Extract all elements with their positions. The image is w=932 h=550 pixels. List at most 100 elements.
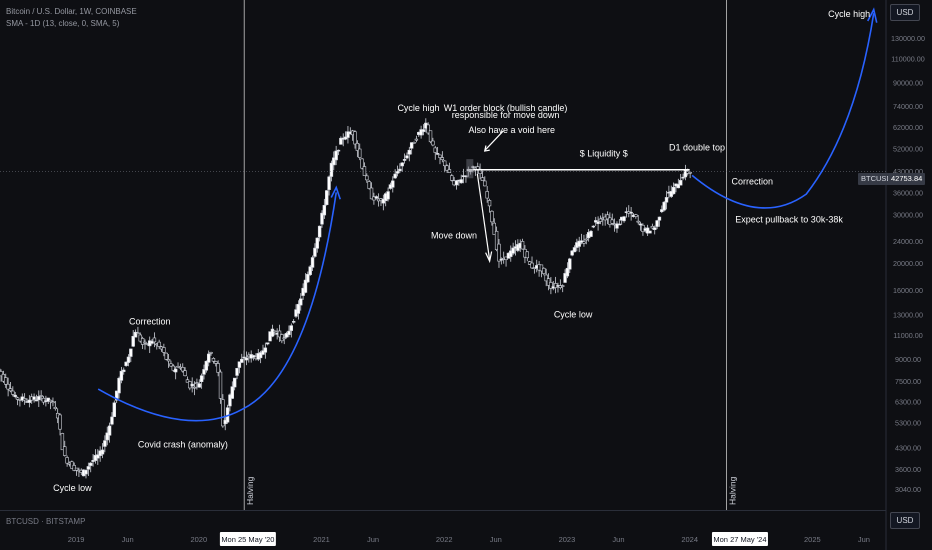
- price-tick-label: 5300.00: [895, 418, 921, 427]
- candle-body: [374, 196, 378, 199]
- candle-body: [58, 414, 62, 430]
- candle-body: [258, 352, 263, 359]
- candle-body: [34, 399, 39, 402]
- candle-body: [214, 361, 218, 364]
- price-tick-label: 130000.00: [891, 34, 925, 43]
- candle-body: [428, 130, 433, 143]
- halving-markers: Halving Halving: [243, 0, 737, 510]
- candle-body: [133, 331, 138, 338]
- candle-body: [362, 166, 367, 176]
- candle-body: [381, 198, 386, 204]
- candle-body: [468, 170, 473, 173]
- candle-body: [431, 140, 435, 146]
- candle-body: [369, 187, 374, 200]
- candle-body: [100, 449, 105, 455]
- candle-body: [122, 369, 126, 372]
- candle-body: [235, 367, 239, 376]
- candle-body: [4, 377, 8, 385]
- candle-body: [688, 171, 692, 174]
- time-axis[interactable]: 2019 Jun 2020 Mon 25 May '20 2021 Jun 2022 Jun 2…: [68, 532, 870, 546]
- annotations: Cycle low Correction Covid crash (anomaly)…: [0, 7, 886, 493]
- price-tick-label: 11000.00: [893, 331, 922, 340]
- candle-body: [402, 159, 407, 161]
- price-tick-label: 4300.00: [895, 444, 921, 453]
- move-down-arrow: [476, 173, 491, 261]
- candle-body: [395, 170, 400, 174]
- time-tick-label: 2023: [559, 535, 576, 544]
- candle-body: [596, 221, 600, 224]
- candle-body: [346, 131, 350, 138]
- candle-body: [74, 467, 79, 471]
- candle-body: [289, 325, 294, 331]
- annotation-label: Correction: [731, 176, 773, 186]
- candle-body: [89, 462, 93, 466]
- candle-body: [41, 397, 46, 403]
- candle-body: [112, 402, 117, 417]
- candle-body: [398, 168, 402, 172]
- candle-body: [202, 369, 206, 375]
- time-highlight-box: [711, 532, 768, 546]
- currency-button-bottom[interactable]: USD: [890, 512, 920, 529]
- annotation-label: responsible for move down: [452, 110, 560, 120]
- candle-body: [485, 191, 489, 199]
- candle-body: [284, 333, 289, 338]
- candle-body: [199, 375, 204, 383]
- candle-body: [497, 243, 501, 262]
- annotation-label: Covid crash (anomaly): [138, 440, 228, 450]
- candle-body: [464, 175, 468, 178]
- candle-body: [273, 330, 277, 333]
- candle-body: [549, 282, 553, 289]
- candle-body: [454, 180, 459, 186]
- time-tick-label: 2025: [804, 535, 821, 544]
- candle-body: [287, 330, 291, 335]
- candle-body: [676, 183, 681, 189]
- price-axis[interactable]: 130000.00 110000.00 90000.00 74000.00 62000.…: [891, 34, 925, 494]
- candle-body: [162, 347, 166, 353]
- candle-body: [299, 298, 303, 306]
- candle-body: [266, 342, 270, 345]
- candle-body: [37, 396, 41, 401]
- currency-button[interactable]: USD: [890, 4, 920, 21]
- candle-body: [442, 160, 447, 167]
- candle-body: [317, 225, 322, 238]
- annotation-label: Correction: [129, 316, 171, 326]
- candle-body: [242, 356, 246, 359]
- candle-body: [563, 273, 567, 283]
- candle-body: [438, 154, 442, 158]
- candle-body: [91, 460, 95, 462]
- candle-body: [570, 250, 574, 256]
- candle-body: [228, 394, 232, 407]
- candle-body: [539, 264, 544, 272]
- candle-body: [221, 399, 225, 427]
- candle-body: [372, 196, 376, 201]
- candle-body: [589, 230, 593, 237]
- candle-body: [605, 214, 610, 220]
- candle-body: [251, 355, 256, 358]
- time-tick-label: Jun: [612, 535, 624, 544]
- time-tick-label: Mon 27 May '24: [713, 535, 766, 544]
- last-price-badge: 42753.84: [888, 173, 926, 185]
- candle-body: [681, 176, 685, 179]
- candle-body: [542, 267, 546, 274]
- candle-body: [136, 332, 140, 335]
- annotation-label: Cycle high: [397, 103, 439, 113]
- candle-body: [237, 361, 242, 368]
- candle-body: [39, 395, 43, 397]
- candle-body: [671, 186, 676, 195]
- candle-body: [520, 241, 525, 250]
- price-tick-label: 13000.00: [893, 311, 923, 320]
- candle-body: [483, 180, 487, 187]
- order-block-arrowhead: [483, 145, 490, 152]
- candle-body: [494, 230, 499, 250]
- candle-body: [525, 251, 529, 259]
- price-tick-label: 9000.00: [895, 355, 921, 364]
- candle-body: [110, 416, 114, 425]
- candle-body: [171, 365, 176, 371]
- time-tick-label: 2019: [68, 535, 85, 544]
- candle-body: [511, 247, 515, 254]
- candle-body: [648, 230, 652, 234]
- candle-body: [650, 225, 655, 229]
- candle-body: [211, 358, 216, 362]
- price-tick-label: 36000.00: [893, 188, 923, 197]
